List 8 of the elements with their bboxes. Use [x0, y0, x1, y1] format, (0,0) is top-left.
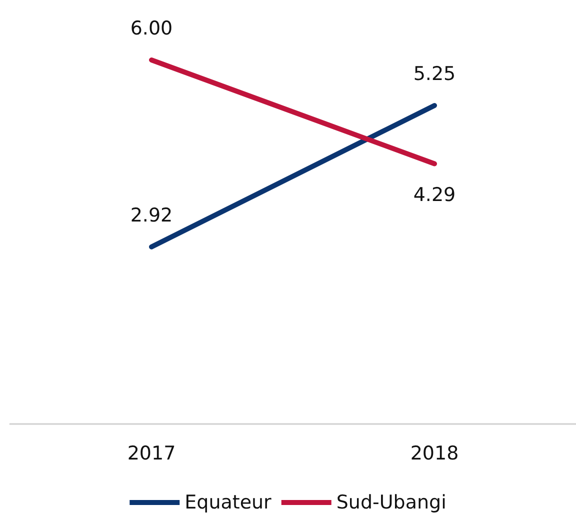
data-label: 2.92: [130, 204, 173, 226]
data-label: 5.25: [413, 63, 456, 85]
legend-label: Equateur: [184, 492, 272, 514]
x-tick-label: 2018: [410, 442, 459, 464]
data-label: 6.00: [130, 18, 173, 40]
legend-label: Sud-Ubangi: [336, 492, 446, 514]
data-label: 4.29: [413, 184, 456, 206]
x-tick-label: 2017: [127, 442, 176, 464]
